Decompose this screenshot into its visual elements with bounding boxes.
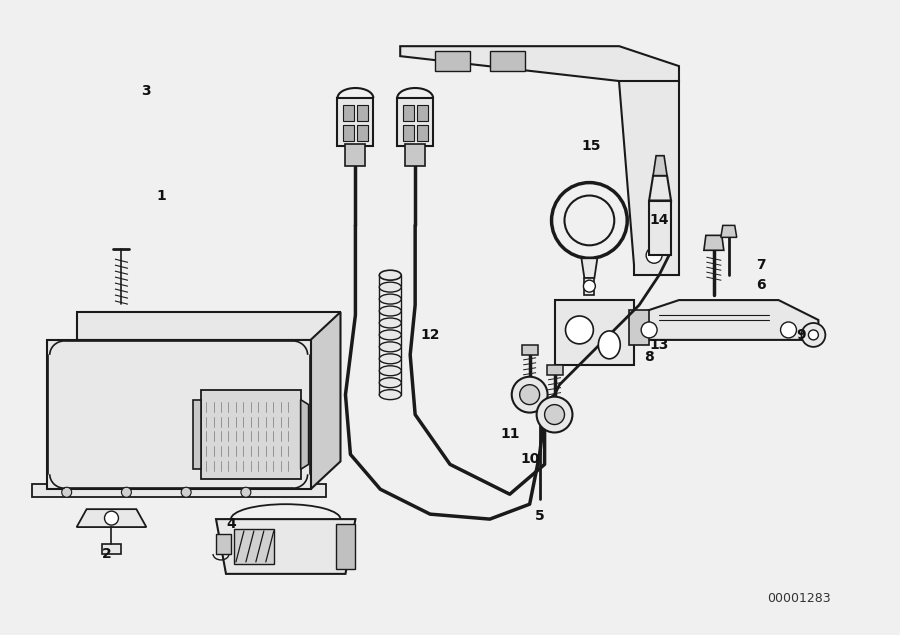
- Ellipse shape: [379, 378, 401, 388]
- Polygon shape: [216, 534, 231, 554]
- Ellipse shape: [379, 282, 401, 292]
- Circle shape: [802, 323, 825, 347]
- Polygon shape: [336, 524, 356, 569]
- Polygon shape: [357, 125, 368, 141]
- Ellipse shape: [379, 354, 401, 364]
- Text: 15: 15: [581, 139, 601, 153]
- Ellipse shape: [379, 390, 401, 399]
- Polygon shape: [357, 105, 368, 121]
- Bar: [405, 144, 425, 166]
- Polygon shape: [522, 345, 537, 355]
- Ellipse shape: [379, 306, 401, 316]
- Polygon shape: [704, 236, 724, 250]
- Circle shape: [62, 487, 72, 497]
- Circle shape: [641, 322, 657, 338]
- Text: 10: 10: [520, 452, 539, 466]
- Polygon shape: [403, 105, 414, 121]
- Circle shape: [780, 322, 796, 338]
- Circle shape: [122, 487, 131, 497]
- Text: 4: 4: [226, 517, 236, 531]
- Text: 12: 12: [420, 328, 440, 342]
- Text: 11: 11: [500, 427, 519, 441]
- Text: 9: 9: [796, 328, 806, 342]
- Circle shape: [565, 316, 593, 344]
- Polygon shape: [201, 390, 301, 479]
- Text: 7: 7: [756, 258, 765, 272]
- Polygon shape: [310, 312, 340, 489]
- Ellipse shape: [598, 331, 620, 359]
- Polygon shape: [216, 519, 356, 574]
- Circle shape: [519, 385, 540, 404]
- Text: 6: 6: [756, 278, 765, 292]
- Ellipse shape: [379, 294, 401, 304]
- Polygon shape: [32, 485, 326, 497]
- Text: 13: 13: [650, 338, 669, 352]
- Polygon shape: [47, 340, 310, 489]
- Polygon shape: [397, 98, 433, 146]
- Bar: [346, 144, 365, 166]
- Bar: [649, 201, 671, 255]
- Polygon shape: [554, 300, 634, 364]
- Ellipse shape: [379, 330, 401, 340]
- Circle shape: [104, 511, 119, 525]
- Text: 8: 8: [644, 350, 654, 364]
- Polygon shape: [435, 51, 470, 71]
- Polygon shape: [546, 364, 562, 375]
- Text: 14: 14: [649, 213, 669, 227]
- Text: 00001283: 00001283: [767, 592, 831, 605]
- Text: 1: 1: [157, 189, 166, 203]
- Polygon shape: [653, 156, 667, 176]
- Circle shape: [181, 487, 191, 497]
- Polygon shape: [234, 529, 274, 564]
- Polygon shape: [721, 225, 737, 237]
- Text: 5: 5: [535, 509, 544, 523]
- Polygon shape: [76, 312, 340, 340]
- Polygon shape: [417, 125, 428, 141]
- Polygon shape: [344, 105, 355, 121]
- Ellipse shape: [379, 366, 401, 376]
- Polygon shape: [619, 300, 818, 340]
- Ellipse shape: [379, 271, 401, 280]
- Text: 3: 3: [141, 84, 151, 98]
- Polygon shape: [629, 310, 649, 345]
- Ellipse shape: [379, 318, 401, 328]
- Polygon shape: [344, 125, 355, 141]
- Polygon shape: [490, 51, 525, 71]
- Polygon shape: [400, 46, 679, 81]
- Circle shape: [536, 397, 572, 432]
- Polygon shape: [338, 98, 374, 146]
- Polygon shape: [619, 81, 679, 275]
- Polygon shape: [581, 258, 598, 278]
- Text: 2: 2: [102, 547, 112, 561]
- Polygon shape: [649, 176, 671, 201]
- Ellipse shape: [379, 342, 401, 352]
- Circle shape: [544, 404, 564, 425]
- Polygon shape: [417, 105, 428, 121]
- Polygon shape: [584, 278, 594, 295]
- Polygon shape: [301, 399, 309, 469]
- Polygon shape: [76, 509, 147, 527]
- Circle shape: [583, 280, 596, 292]
- Circle shape: [512, 377, 547, 413]
- Polygon shape: [403, 125, 414, 141]
- Circle shape: [646, 247, 662, 264]
- Polygon shape: [194, 399, 201, 469]
- Polygon shape: [102, 544, 122, 554]
- Circle shape: [808, 330, 818, 340]
- Circle shape: [241, 487, 251, 497]
